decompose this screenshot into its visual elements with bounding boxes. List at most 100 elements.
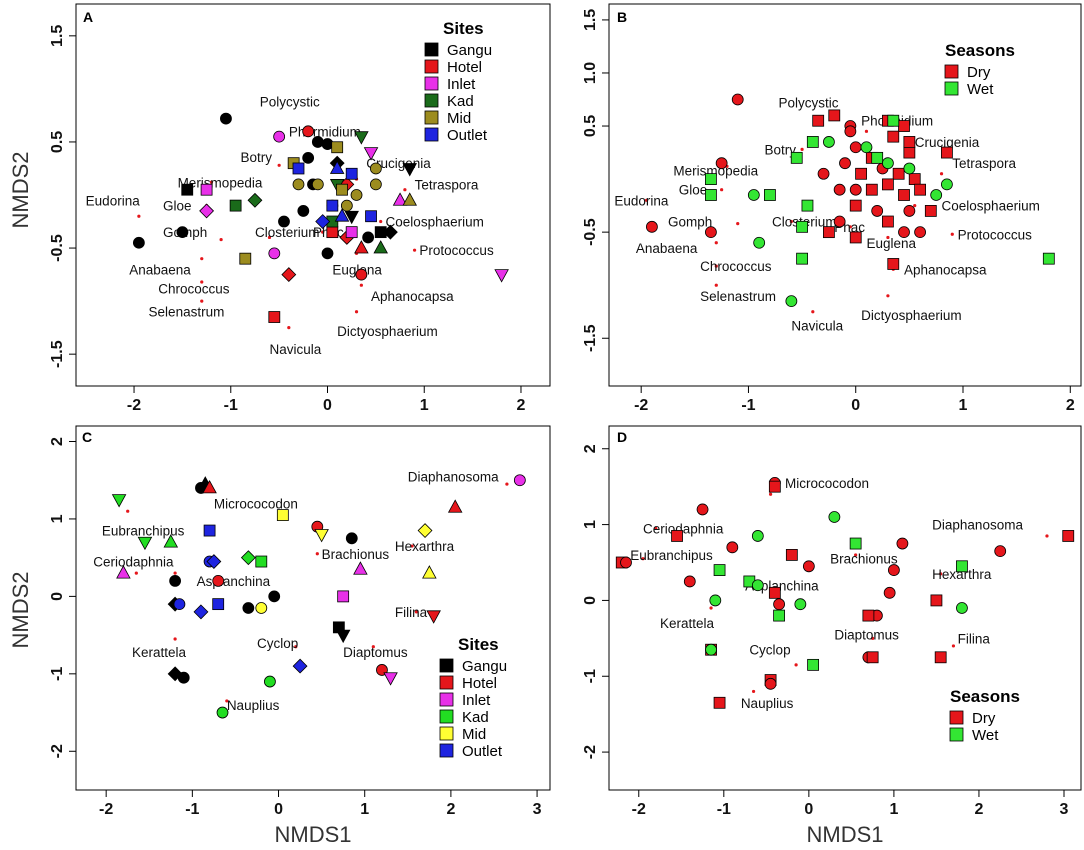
x-axis-title-right: NMDS1 xyxy=(806,822,883,847)
panel-d-point xyxy=(620,556,632,569)
panel-b-xtick-label: 1 xyxy=(959,397,968,414)
panel-d-species-label: Micrococodon xyxy=(785,476,869,491)
panel-a-species-mark xyxy=(379,219,383,224)
panel-c-legend-swatch xyxy=(439,743,454,758)
panel-d-species-label: Diaphanosoma xyxy=(932,518,1023,533)
panel-a-ytick-label: 0.5 xyxy=(49,131,66,153)
panel-c-point xyxy=(276,509,289,521)
panel-b-xtick-label: -1 xyxy=(741,397,755,414)
panel-a-xtick-label: 2 xyxy=(517,397,526,414)
panel-d-species-mark xyxy=(939,572,943,576)
panel-d-point xyxy=(794,598,807,611)
panel-a-species-label: Tetraspora xyxy=(415,177,479,192)
panel-b-species-label: Tetraspora xyxy=(952,156,1016,171)
panel-c-legend-entry: Inlet xyxy=(462,692,491,709)
panel-a-species-mark xyxy=(209,180,214,184)
panel-a-legend-swatch xyxy=(424,59,439,74)
panel-c-species-label: Diaphanosoma xyxy=(408,469,499,484)
panel-d-point xyxy=(709,594,722,607)
panel-a-point xyxy=(329,160,345,174)
panel-c-point xyxy=(513,474,526,487)
panel-b-point xyxy=(941,146,953,159)
panel-c-species-label: Hexarthra xyxy=(395,539,455,554)
panel-b-point xyxy=(812,114,825,127)
panel-c-species-label: Cyclop xyxy=(257,636,298,651)
panel-b-point xyxy=(860,141,873,154)
panel-c-point xyxy=(177,671,190,684)
panel-b-point xyxy=(646,220,658,233)
panel-c-species-label: Eubranchipus xyxy=(102,524,185,539)
panel-a-point xyxy=(382,224,398,240)
panel-b-point xyxy=(914,183,926,196)
panel-b-species-label: Selenastrum xyxy=(700,289,776,304)
panel-c-point xyxy=(383,672,398,686)
panel-a-point xyxy=(362,231,375,244)
panel-d-point xyxy=(956,602,968,614)
panel-a-point xyxy=(220,112,232,125)
panel-a-point xyxy=(311,136,324,148)
panel-b-species-mark xyxy=(939,172,944,176)
panel-a-point xyxy=(199,203,215,219)
panel-b-species-label: Anabaena xyxy=(636,241,698,256)
panel-c-point xyxy=(216,706,229,719)
panel-c-point xyxy=(116,565,131,579)
panel-b-legend-swatch xyxy=(944,64,959,79)
panel-b-species-mark xyxy=(736,222,740,226)
panel-b-ytick-label: 0.5 xyxy=(582,115,599,137)
panel-d-point xyxy=(768,480,781,493)
panel-d-legend-entry: Dry xyxy=(972,710,996,727)
panel-a-point xyxy=(181,183,194,196)
panel-c-species-label: Nauplius xyxy=(227,698,280,713)
panel-a-legend-swatch xyxy=(424,42,439,57)
panel-a-point xyxy=(402,163,418,177)
panel-b-point xyxy=(882,157,894,170)
panel-c-point xyxy=(426,610,441,624)
panel-b-point xyxy=(731,93,744,106)
panel-a-point xyxy=(350,189,363,201)
panel-d-legend-title: Seasons xyxy=(950,687,1020,706)
panel-a-species-label: Botry xyxy=(240,150,272,165)
panel-c-species-mark xyxy=(315,552,319,556)
panel-c-species-mark xyxy=(173,637,177,641)
panel-c-point xyxy=(337,590,350,603)
panel-b-species-mark xyxy=(789,219,793,224)
panel-a-point xyxy=(200,183,213,196)
panel-d-point xyxy=(696,503,709,516)
panel-c-point xyxy=(240,550,256,566)
panel-d-legend-swatch xyxy=(949,710,964,725)
panel-a-point xyxy=(132,236,145,249)
panel-b-species-mark xyxy=(886,235,890,240)
panel-b-xtick-label: 2 xyxy=(1066,397,1075,414)
panel-b-point xyxy=(887,114,900,127)
panel-c-point xyxy=(314,529,329,543)
panel-b-species-label: Gloe xyxy=(679,183,708,198)
panel-b-point xyxy=(849,183,862,196)
panel-c-species-label: Diaptomus xyxy=(343,645,408,660)
panel-c-species-mark xyxy=(505,482,509,486)
panel-b-species-mark xyxy=(864,129,869,133)
panel-b-species-label: Aphanocapsa xyxy=(904,262,987,277)
panel-c-legend-title: Sites xyxy=(458,635,499,654)
panel-c-point xyxy=(203,524,216,537)
panel-d-species-mark xyxy=(871,636,875,640)
panel-c-xtick-label: 1 xyxy=(360,801,369,818)
panel-c-species-mark xyxy=(294,645,298,649)
panel-a-point xyxy=(302,151,315,164)
panel-b-point xyxy=(796,220,808,233)
panel-c-ytick-label: -2 xyxy=(49,744,66,758)
panel-d-species-mark xyxy=(641,557,645,561)
panel-b-species-mark xyxy=(913,204,917,208)
panel-b-legend-entry: Wet xyxy=(967,81,994,98)
panel-a-ytick-label: -1.5 xyxy=(49,340,66,368)
panel-a-point xyxy=(239,252,252,265)
panel-d-species-label: Cyclop xyxy=(749,643,790,658)
panel-c-xtick-label: 2 xyxy=(446,801,455,818)
panel-a-point xyxy=(363,147,379,161)
panel-c-legend-swatch xyxy=(439,726,454,741)
panel-a-point xyxy=(273,130,286,143)
panel-d-point xyxy=(773,598,785,611)
panel-c-species-label: Asplanchina xyxy=(197,574,271,589)
panel-b-point xyxy=(705,226,717,239)
panel-a-species-label: Chrococcus xyxy=(158,281,230,296)
panel-a-species-mark xyxy=(412,248,417,252)
